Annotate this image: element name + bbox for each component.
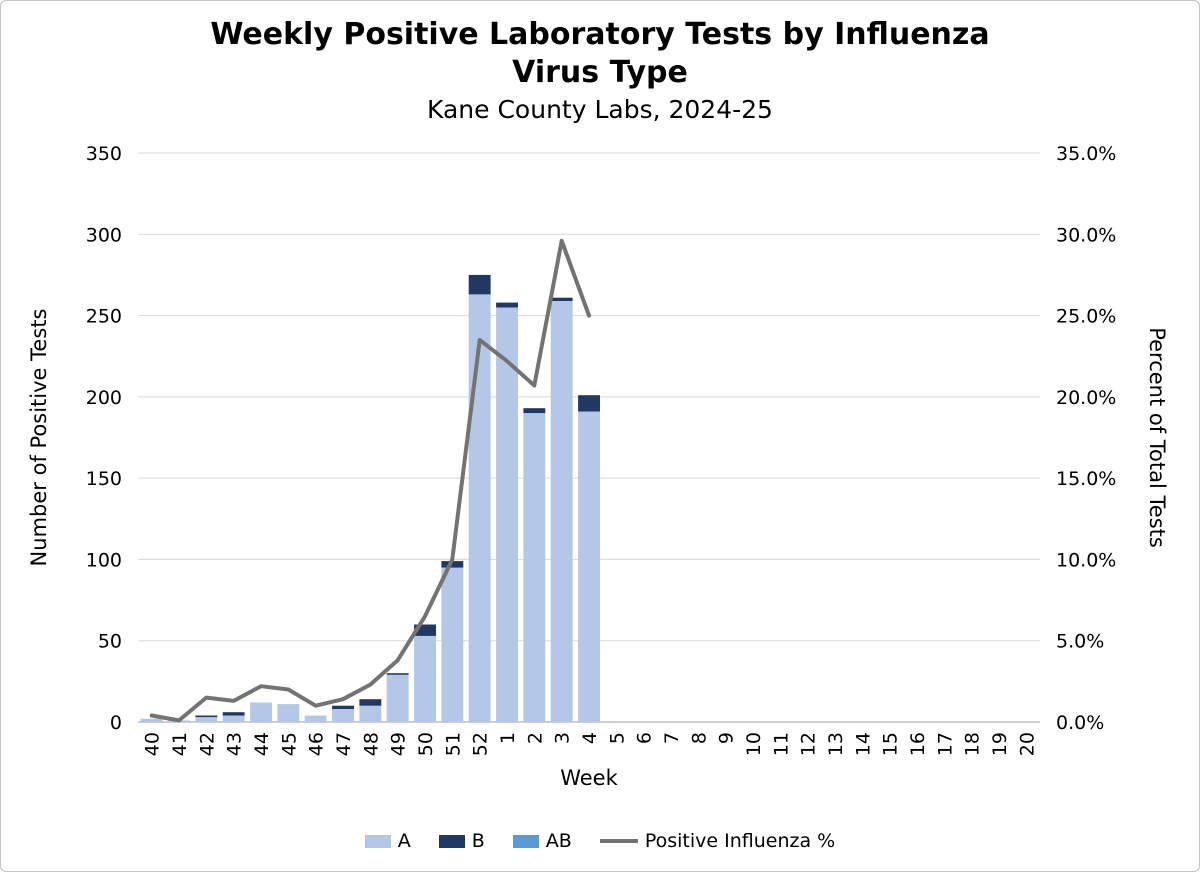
- x-tick-label: 13: [825, 732, 847, 756]
- bar-segment-a: [414, 635, 436, 722]
- bar-segment-a: [523, 413, 546, 722]
- y-right-tick-label: 35.0%: [1056, 143, 1116, 165]
- legend-item-b: B: [438, 830, 485, 852]
- x-tick-label: 15: [880, 732, 902, 756]
- x-tick-label: 6: [634, 732, 656, 744]
- legend-item-positive-influenza-: Positive Influenza %: [599, 830, 836, 852]
- y-left-tick-label: 350: [86, 143, 122, 165]
- chart-title-line-2: Virus Type: [512, 55, 688, 91]
- bar-segment-b: [386, 673, 409, 675]
- bar-segment-a: [304, 715, 327, 722]
- legend-item-ab: AB: [512, 830, 572, 852]
- y-right-tick-label: 5.0%: [1056, 631, 1104, 653]
- x-tick-label: 14: [852, 732, 874, 756]
- bar-segment-b: [523, 408, 546, 414]
- chart-title-line-1: Weekly Positive Laboratory Tests by Infl…: [210, 17, 990, 52]
- x-tick-label: 49: [388, 732, 410, 756]
- x-tick-label: 47: [333, 732, 355, 756]
- bar-segment-a: [359, 705, 382, 722]
- y-left-tick-label: 150: [86, 468, 122, 490]
- x-tick-label: 4: [579, 732, 601, 744]
- chart-subtitle: Kane County Labs, 2024-25: [427, 94, 773, 124]
- y-right-tick-label: 15.0%: [1056, 468, 1116, 490]
- x-tick-label: 10: [743, 732, 765, 756]
- y-left-tick-label: 250: [86, 306, 122, 328]
- line-positive-influenza-percent: [149, 238, 591, 723]
- bar-segment-a: [578, 411, 600, 722]
- y-right-tick-label: 30.0%: [1056, 224, 1116, 246]
- bar-segment-a: [332, 709, 354, 722]
- bar-segment-a: [140, 718, 163, 722]
- y-left-tick-label: 200: [86, 387, 122, 409]
- legend-label: A: [397, 830, 411, 852]
- x-tick-label: 52: [470, 732, 492, 756]
- x-tick-label: 20: [1016, 732, 1038, 756]
- legend-line-swatch: [599, 839, 638, 843]
- bar-segment-a: [468, 294, 491, 722]
- x-tick-label: 48: [360, 732, 382, 756]
- bar-segment-a: [496, 307, 518, 722]
- x-tick-label: 8: [688, 732, 710, 744]
- x-tick-label: 5: [606, 732, 628, 744]
- legend-color-swatch: [512, 834, 539, 848]
- bar-segment-a: [550, 300, 573, 722]
- legend-item-a: A: [364, 830, 411, 852]
- bar-segment-b: [359, 699, 382, 706]
- y-left-axis-title: Number of Positive Tests: [27, 309, 51, 567]
- bar-segment-b: [550, 297, 573, 301]
- chart-header: Weekly Positive Laboratory Tests by Infl…: [0, 16, 1200, 124]
- bar-segment-a: [222, 715, 245, 722]
- x-tick-label: 17: [934, 732, 956, 756]
- x-tick-label: 50: [415, 732, 437, 756]
- bar-segment-b: [195, 715, 218, 718]
- x-axis-title: Week: [560, 766, 618, 790]
- bar-segment-b: [496, 302, 518, 308]
- x-tick-label: 9: [716, 732, 738, 744]
- x-tick-label: 16: [907, 732, 929, 756]
- legend-color-swatch: [364, 834, 391, 848]
- y-right-tick-label: 0.0%: [1056, 712, 1104, 734]
- y-left-tick-label: 0: [110, 712, 122, 734]
- x-tick-label: 45: [278, 732, 300, 756]
- y-left-tick-label: 50: [98, 631, 122, 653]
- x-tick-label: 3: [552, 732, 574, 744]
- bar-segment-a: [277, 704, 300, 722]
- y-right-tick-label: 20.0%: [1056, 387, 1116, 409]
- x-tick-label: 40: [142, 732, 164, 756]
- legend-label: AB: [545, 830, 572, 852]
- legend-label: B: [471, 830, 485, 852]
- bar-segment-a: [250, 702, 272, 722]
- bar-segment-b: [441, 561, 464, 568]
- y-right-tick-label: 10.0%: [1056, 549, 1116, 571]
- x-tick-label: 2: [524, 732, 546, 744]
- x-tick-label: 18: [962, 732, 984, 756]
- bar-segment-b: [222, 712, 245, 716]
- bar-segment-a: [441, 567, 464, 722]
- x-tick-label: 41: [169, 732, 191, 756]
- bar-segment-b: [578, 395, 600, 412]
- x-tick-label: 1: [497, 732, 519, 744]
- legend-color-swatch: [438, 834, 465, 848]
- y-left-tick-label: 300: [86, 224, 122, 246]
- bar-segment-b: [332, 705, 354, 709]
- x-tick-label: 43: [224, 732, 246, 756]
- x-tick-label: 51: [442, 732, 464, 756]
- x-tick-label: 7: [661, 732, 683, 744]
- bar-segment-a: [195, 717, 218, 722]
- y-right-tick-label: 25.0%: [1056, 306, 1116, 328]
- x-tick-label: 12: [798, 732, 820, 756]
- bar-segment-b: [414, 624, 436, 636]
- y-left-tick-label: 100: [86, 549, 122, 571]
- legend-label: Positive Influenza %: [644, 830, 836, 852]
- x-tick-label: 44: [251, 732, 273, 756]
- bar-segment-b: [468, 274, 491, 295]
- chart-legend: A B AB Positive Influenza %: [0, 830, 1200, 852]
- x-tick-label: 46: [306, 732, 328, 756]
- y-right-axis-title: Percent of Total Tests: [1145, 327, 1169, 548]
- bar-segment-a: [386, 674, 409, 722]
- x-tick-label: 11: [770, 732, 792, 756]
- x-tick-label: 42: [196, 732, 218, 756]
- x-tick-label: 19: [989, 732, 1011, 756]
